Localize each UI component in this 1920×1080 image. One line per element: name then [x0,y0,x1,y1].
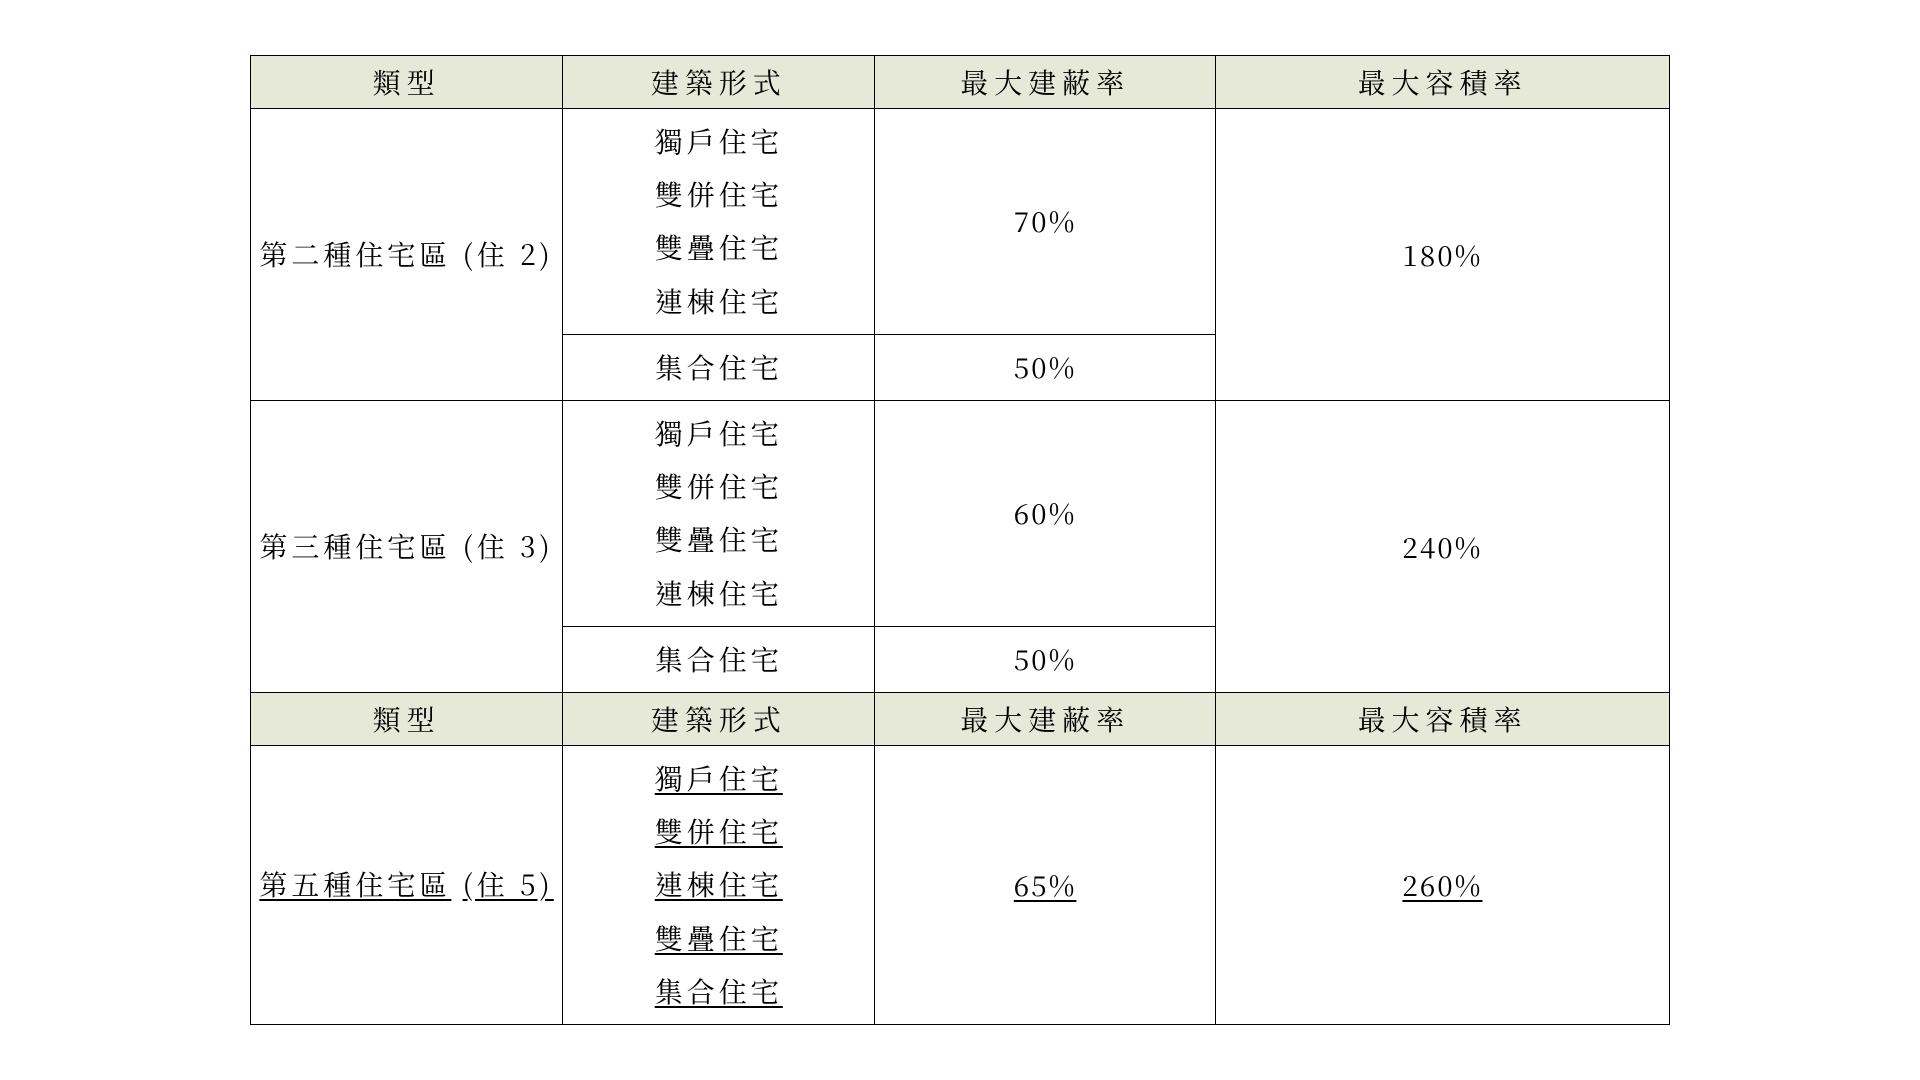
max-far-cell: 240% [1215,401,1669,693]
zone-type-name: 第二種住宅區 [259,234,451,274]
building-form: 雙併住宅 [567,805,870,858]
table-row: 第三種住宅區 (住 3) 獨戶住宅 雙併住宅 雙疊住宅 連棟住宅 60% 240… [251,401,1670,627]
building-form: 雙疊住宅 [567,912,870,965]
building-form: 集合住宅 [567,633,870,686]
building-forms-cell: 集合住宅 [563,334,875,400]
building-form: 獨戶住宅 [567,407,870,460]
zone-type-code: (住 5) [463,864,554,904]
zone-type-cell: 第五種住宅區 (住 5) [251,745,563,1024]
table-row: 第二種住宅區 (住 2) 獨戶住宅 雙併住宅 雙疊住宅 連棟住宅 70% 180… [251,109,1670,335]
col-header-max-coverage: 最大建蔽率 [875,692,1216,745]
table-row: 第五種住宅區 (住 5) 獨戶住宅 雙併住宅 連棟住宅 雙疊住宅 集合住宅 65… [251,745,1670,1024]
building-form: 連棟住宅 [567,567,870,620]
col-header-max-far: 最大容積率 [1215,692,1669,745]
col-header-building-form: 建築形式 [563,692,875,745]
max-coverage-cell: 60% [875,401,1216,627]
max-coverage-cell: 65% [875,745,1216,1024]
max-far-cell: 260% [1215,745,1669,1024]
building-form: 集合住宅 [567,965,870,1018]
building-forms-cell: 獨戶住宅 雙併住宅 連棟住宅 雙疊住宅 集合住宅 [563,745,875,1024]
building-form: 連棟住宅 [567,858,870,911]
zone-type-name: 第三種住宅區 [259,526,451,566]
col-header-max-coverage: 最大建蔽率 [875,56,1216,109]
building-form: 雙併住宅 [567,460,870,513]
zone-type-code: (住 2) [463,234,554,274]
building-forms-cell: 獨戶住宅 雙併住宅 雙疊住宅 連棟住宅 [563,401,875,627]
building-form: 連棟住宅 [567,275,870,328]
zone-type-cell: 第三種住宅區 (住 3) [251,401,563,693]
col-header-max-far: 最大容積率 [1215,56,1669,109]
building-forms-cell: 獨戶住宅 雙併住宅 雙疊住宅 連棟住宅 [563,109,875,335]
max-coverage-cell: 70% [875,109,1216,335]
max-far-cell: 180% [1215,109,1669,401]
building-forms-cell: 集合住宅 [563,626,875,692]
max-coverage-value: 65% [1014,865,1077,905]
max-far-value: 260% [1402,865,1482,905]
building-form: 集合住宅 [567,341,870,394]
zone-type-cell: 第二種住宅區 (住 2) [251,109,563,401]
zone-type-code: (住 3) [463,526,554,566]
col-header-type: 類型 [251,56,563,109]
zoning-table: 類型 建築形式 最大建蔽率 最大容積率 第二種住宅區 (住 2) 獨戶住宅 雙併… [250,55,1670,1025]
building-form: 雙疊住宅 [567,513,870,566]
zone-type-name: 第五種住宅區 [259,864,451,904]
table-header-row: 類型 建築形式 最大建蔽率 最大容積率 [251,692,1670,745]
building-form: 雙併住宅 [567,168,870,221]
building-form: 獨戶住宅 [567,115,870,168]
max-coverage-cell: 50% [875,334,1216,400]
building-form: 獨戶住宅 [567,752,870,805]
col-header-type: 類型 [251,692,563,745]
table-header-row: 類型 建築形式 最大建蔽率 最大容積率 [251,56,1670,109]
col-header-building-form: 建築形式 [563,56,875,109]
building-form: 雙疊住宅 [567,221,870,274]
max-coverage-cell: 50% [875,626,1216,692]
